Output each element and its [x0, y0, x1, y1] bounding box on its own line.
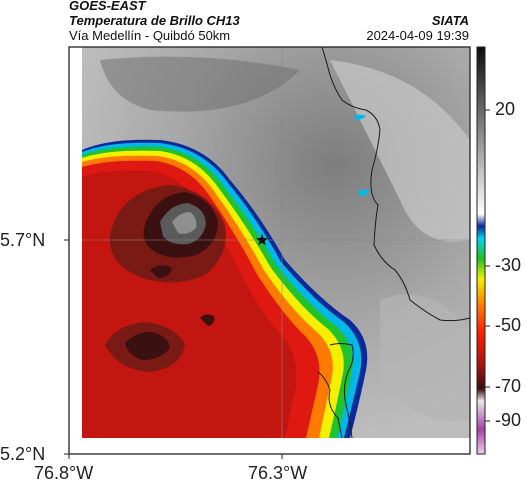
- colorbar-tick-label: 20: [495, 99, 516, 119]
- coast-line: [329, 343, 354, 438]
- organization-label: SIATA: [431, 13, 469, 28]
- colorbar-tick-label: -70: [495, 376, 522, 396]
- star-marker: [256, 234, 268, 246]
- colorbar-tick-label: -50: [495, 315, 522, 335]
- lat-tick-label: 5.7°N: [0, 230, 46, 250]
- colorbar-tick-label: -30: [495, 255, 522, 275]
- datetime-label: 2024-04-09 19:39: [366, 28, 469, 43]
- product-title: Temperatura de Brillo CH13: [69, 13, 240, 28]
- lat-tick-label: 5.2°N: [0, 444, 46, 464]
- map-axes: [68, 46, 471, 455]
- satellite-image: [82, 47, 470, 438]
- colorbar-tick-label: -90: [495, 410, 522, 430]
- lon-tick-label: 76.8°W: [34, 463, 94, 483]
- colorbar: [476, 46, 486, 455]
- border-line: [321, 47, 470, 322]
- river-line: [317, 371, 343, 438]
- satellite-source: GOES-EAST: [69, 0, 146, 13]
- lon-tick-label: 76.3°W: [248, 463, 308, 483]
- region-label: Vía Medellín - Quibdó 50km: [69, 28, 231, 43]
